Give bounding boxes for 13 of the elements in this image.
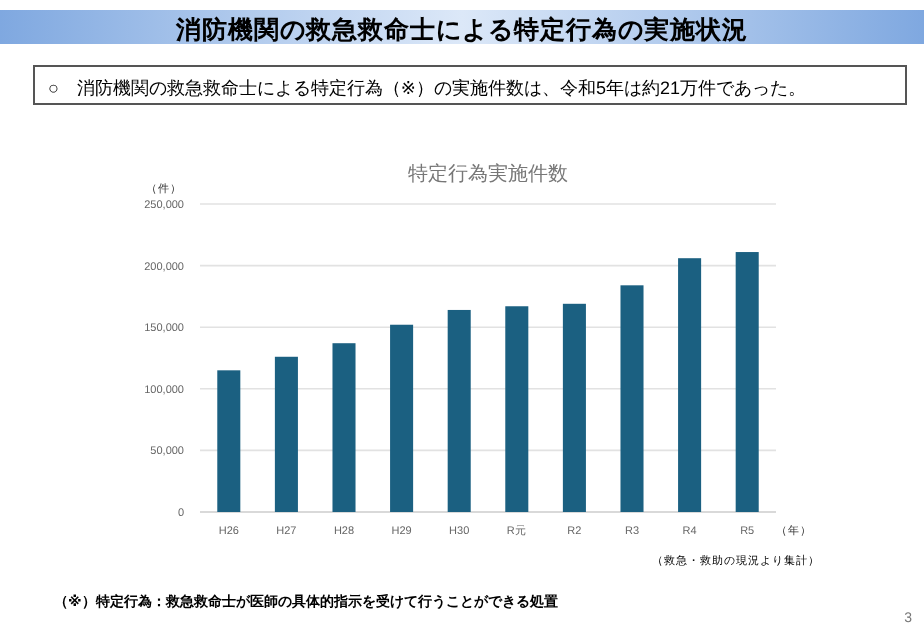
bar — [620, 285, 644, 512]
bar — [735, 252, 759, 512]
bar — [332, 343, 356, 512]
bar — [274, 356, 298, 512]
bar — [217, 370, 241, 512]
bar — [505, 306, 529, 512]
text: ○ 消防機関の救急救命士による特定行為（※）の実施件数は、令和5年は約21万件であった。 — [48, 78, 806, 98]
bar — [562, 303, 586, 512]
bar — [390, 324, 414, 512]
bar — [447, 309, 471, 512]
chart-title: 特定行為実施件数 — [408, 162, 568, 186]
bar — [678, 258, 702, 512]
text: 消防機関の救急救命士による特定行為の実施状況 — [174, 14, 748, 44]
